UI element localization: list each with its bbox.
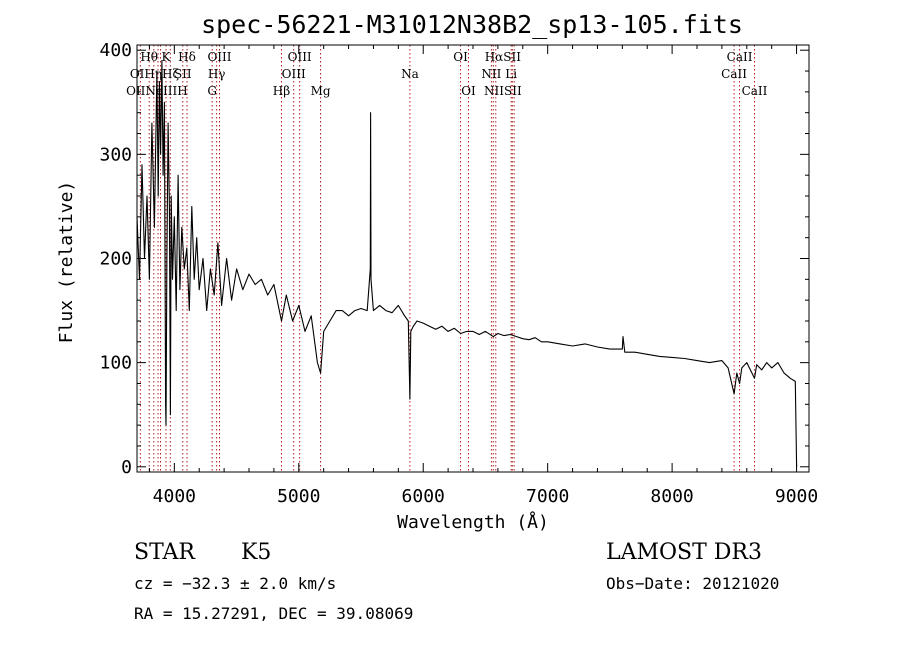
y-axis-title: Flux (relative): [56, 181, 77, 344]
survey-name: LAMOST DR3: [606, 540, 762, 565]
y-tick-label-4: 400: [99, 40, 132, 61]
flux-series: [136, 60, 798, 467]
line-label-5: OI: [453, 50, 468, 64]
y-tick-label-0: 0: [121, 457, 132, 478]
x-tick-label-2: 6000: [402, 486, 445, 507]
line-label-4: OIII: [288, 50, 312, 64]
line-label-0: Hθ: [140, 50, 158, 64]
coordinates-text: RA = 15.27291, DEC = 39.08069: [134, 604, 413, 623]
line-label-7: CaII: [727, 50, 753, 64]
line-label-21: NIISII: [484, 84, 522, 98]
line-label-22: CaII: [742, 84, 768, 98]
line-label-6: HαSII: [485, 50, 522, 64]
y-tick-label-2: 200: [99, 249, 132, 270]
line-label-8: OIHηHζ: [130, 67, 180, 81]
line-label-10: Hγ: [208, 67, 226, 81]
line-label-14: CaII: [721, 67, 747, 81]
line-label-13: Li: [505, 67, 517, 81]
line-label-16: G: [207, 84, 217, 98]
line-label-19: Na: [401, 67, 419, 81]
obs-date-text: Obs−Date: 20121020: [606, 574, 779, 593]
line-label-20: OI: [461, 84, 476, 98]
line-label-9: SII: [174, 67, 192, 81]
line-label-3: OIII: [207, 50, 231, 64]
line-label-1: K: [162, 50, 172, 64]
y-tick-label-3: 300: [99, 144, 132, 165]
y-axis-ticks: 0 100 200 300 400: [99, 40, 809, 478]
x-tick-label-3: 7000: [526, 486, 569, 507]
x-axis-ticks: 4000 5000 6000 7000 8000 9000: [148, 45, 818, 507]
line-label-2: Hδ: [178, 50, 196, 64]
line-label-12: NII: [481, 67, 501, 81]
plot-frame: [136, 44, 810, 473]
line-label-11: OIII: [282, 67, 306, 81]
x-tick-label-5: 9000: [775, 486, 818, 507]
x-tick-label-1: 5000: [277, 486, 320, 507]
line-label-18: Mg: [311, 84, 331, 98]
x-tick-label-4: 8000: [650, 486, 693, 507]
spectral-line-markers: [139, 45, 755, 472]
chart-title: spec-56221-M31012N38B2_sp13-105.fits: [201, 10, 743, 39]
object-class: STAR: [134, 540, 196, 565]
x-tick-label-0: 4000: [153, 486, 196, 507]
line-label-17: Hβ: [273, 84, 290, 98]
redshift-text: cz = −32.3 ± 2.0 km/s: [134, 574, 336, 593]
x-axis-title: Wavelength (Å): [397, 511, 549, 533]
series-line-flux: [136, 60, 798, 467]
object-subclass: K5: [241, 540, 271, 565]
y-tick-label-1: 100: [99, 353, 132, 374]
